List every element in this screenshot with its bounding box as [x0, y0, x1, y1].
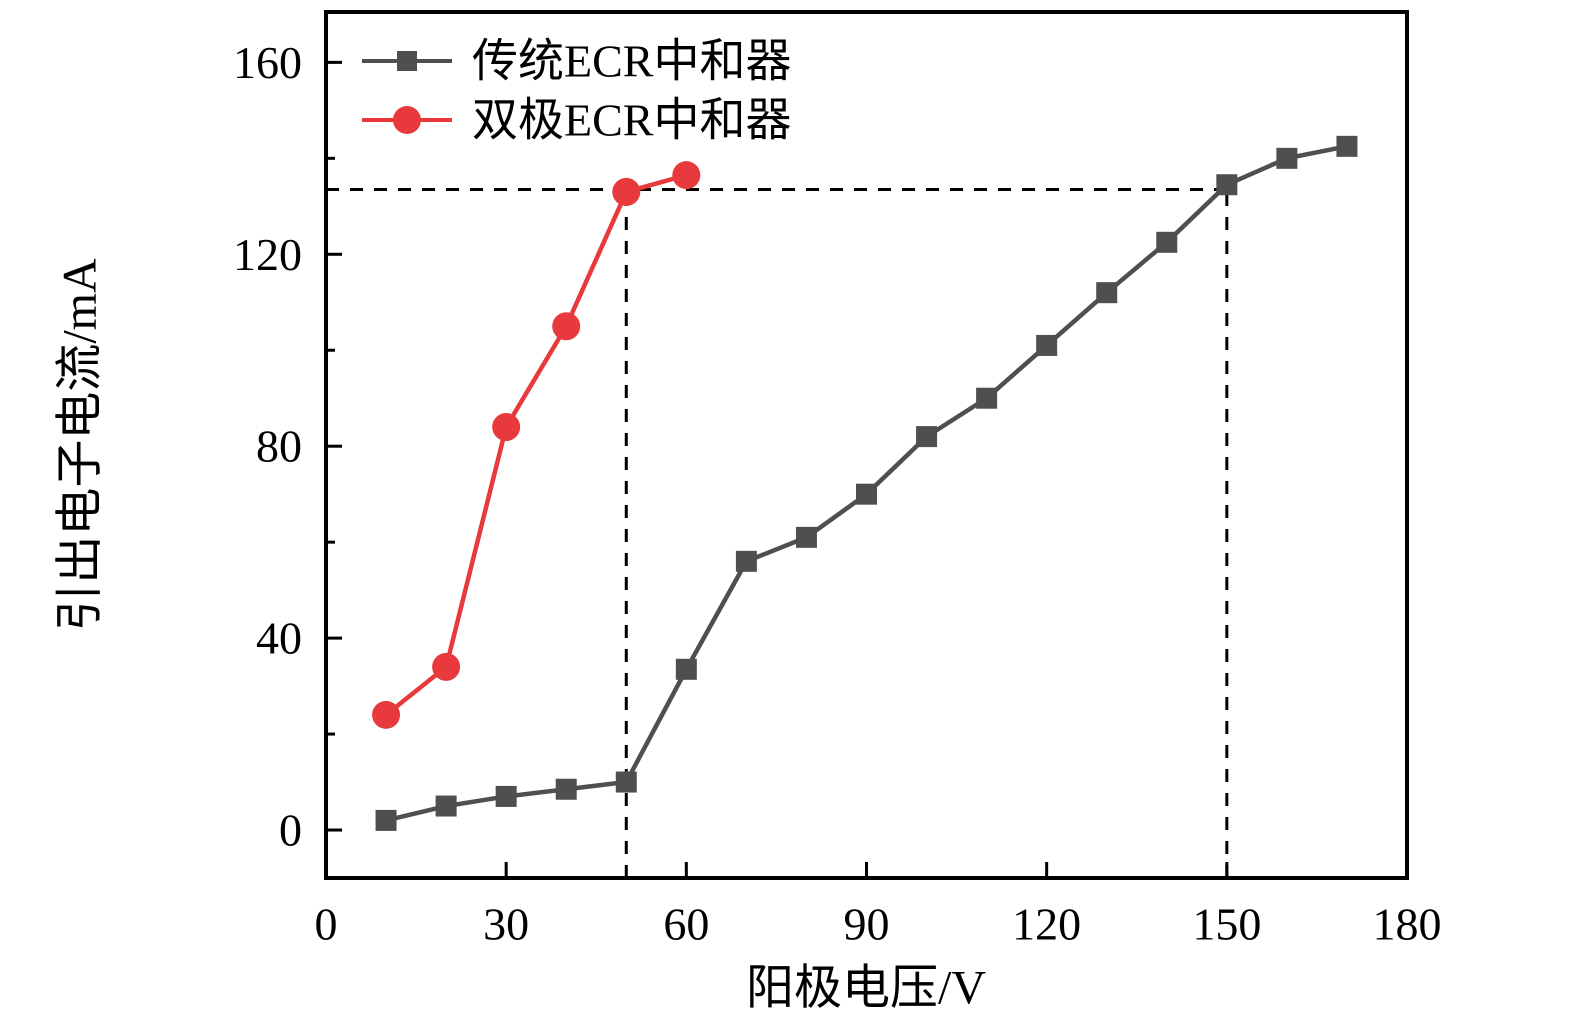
- plot-area: [324, 10, 1409, 880]
- data-point-square: [735, 550, 757, 572]
- legend-marker-square: [397, 51, 417, 71]
- data-point-square: [615, 771, 637, 793]
- legend-samples: [362, 51, 452, 134]
- x-tick-label: 30: [483, 899, 529, 950]
- data-point-square: [1156, 231, 1178, 253]
- data-point-square: [1336, 135, 1358, 157]
- x-axis-title: 阳极电压/V: [746, 962, 986, 1015]
- data-point-square: [1276, 147, 1298, 169]
- y-tick-label: 160: [233, 37, 302, 88]
- data-point-square: [1036, 334, 1058, 356]
- series-line-bipolar-ecr: [384, 172, 687, 717]
- data-point-circle: [612, 177, 641, 206]
- y-axis-title: 引出电子电流/mA: [54, 258, 107, 632]
- data-point-square: [495, 785, 517, 807]
- data-point-square: [435, 795, 457, 817]
- data-point-square: [976, 387, 998, 409]
- y-tick-label: 0: [279, 805, 302, 856]
- legend-marker-circle: [393, 106, 421, 134]
- x-tick-label: 120: [1012, 899, 1081, 950]
- series-line-traditional-ecr: [385, 144, 1348, 823]
- data-point-square: [675, 658, 697, 680]
- data-point-circle: [432, 652, 461, 681]
- y-tick-label: 80: [256, 421, 302, 472]
- data-point-square: [1096, 282, 1118, 304]
- y-tick-label: 120: [233, 229, 302, 280]
- data-point-square: [555, 778, 577, 800]
- x-tick-label: 60: [663, 899, 709, 950]
- data-point-circle: [372, 700, 401, 729]
- x-axis-tick-labels: 0 30 60 90 120 150 180: [315, 899, 1442, 950]
- legend: 传统ECR中和器 双极ECR中和器: [362, 36, 791, 146]
- y-tick-label: 40: [256, 613, 302, 664]
- data-point-square: [856, 483, 877, 505]
- data-point-square: [916, 426, 938, 448]
- data-point-circle: [672, 161, 701, 190]
- data-point-square: [795, 526, 817, 548]
- x-tick-label: 0: [315, 899, 338, 950]
- y-axis-tick-labels: 0 40 80 120 160: [233, 37, 302, 856]
- x-tick-label: 150: [1192, 899, 1261, 950]
- data-point-circle: [492, 413, 521, 442]
- data-point-square: [375, 809, 397, 831]
- x-tick-label: 180: [1373, 899, 1442, 950]
- data-point-square: [1216, 174, 1238, 196]
- legend-label-traditional-ecr: 传统ECR中和器: [472, 36, 791, 87]
- legend-label-bipolar-ecr: 双极ECR中和器: [472, 95, 791, 146]
- x-tick-label: 90: [844, 899, 890, 950]
- data-point-circle: [552, 312, 581, 341]
